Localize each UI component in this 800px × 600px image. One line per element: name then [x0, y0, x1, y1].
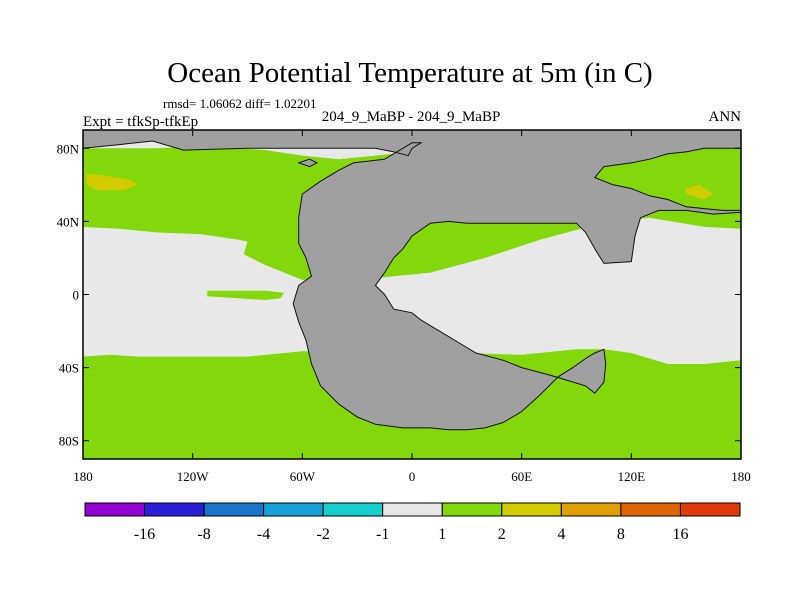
colorbar-swatch	[322, 502, 384, 517]
colorbar-swatch	[560, 502, 622, 517]
chart-title: Ocean Potential Temperature at 5m (in C)	[167, 57, 652, 89]
colorbar-swatch	[441, 502, 503, 517]
colorbar-swatch	[203, 502, 265, 517]
x-tick-label: 60E	[511, 469, 532, 484]
ocean-band-neg1-to-1	[83, 217, 741, 364]
colorbar: -16 -8 -4 -2 -1 1 2 4 8 16	[84, 502, 741, 543]
north-continent-detail-land	[297, 158, 319, 168]
y-tick-label: 80S	[59, 434, 79, 449]
north-pacific-band-2-to-4	[86, 173, 138, 191]
x-tick-label: 180	[73, 469, 93, 484]
colorbar-label: -4	[257, 526, 270, 543]
colorbar-label: -16	[134, 526, 155, 543]
colorbar-label: 1	[438, 526, 446, 543]
colorbar-label: -2	[317, 526, 330, 543]
colorbar-swatch	[620, 502, 681, 517]
colorbar-label: 8	[617, 526, 625, 543]
y-tick-label: 80N	[57, 141, 80, 156]
colorbar-swatch	[680, 502, 741, 517]
x-tick-label: 120E	[618, 469, 646, 484]
y-tick-label: 0	[73, 288, 80, 303]
colorbar-label: 4	[557, 526, 565, 543]
map-area	[83, 130, 741, 459]
colorbar-swatch	[263, 502, 324, 517]
colorbar-label: 16	[673, 526, 689, 543]
colorbar-swatch	[84, 502, 145, 517]
y-tick-label: 40S	[59, 361, 79, 376]
colorbar-swatch	[144, 502, 205, 517]
colorbar-swatch	[382, 502, 443, 517]
season-label: ANN	[709, 109, 742, 125]
stats-label: rmsd= 1.06062 diff= 1.02201	[163, 96, 316, 111]
east-band-2-to-4	[686, 184, 714, 200]
map-frame	[82, 129, 742, 460]
x-tick-label: 0	[409, 469, 416, 484]
north-continent-land	[83, 130, 741, 431]
y-tick-label: 40N	[57, 214, 80, 229]
colorbar-label: -8	[197, 526, 210, 543]
y-axis: 80N 40N 0 40S 80S	[57, 141, 741, 449]
x-tick-label: 60W	[290, 469, 316, 484]
colorbar-label: 2	[498, 526, 506, 543]
x-tick-label: 180	[731, 469, 751, 484]
experiment-label: Expt = tfkSp-tfkEp	[83, 114, 198, 130]
x-tick-label: 120W	[177, 469, 210, 484]
equatorial-band-1-to-2	[207, 290, 285, 300]
colorbar-label: -1	[376, 526, 389, 543]
period-label: 204_9_MaBP - 204_9_MaBP	[322, 109, 501, 125]
colorbar-swatch	[501, 502, 562, 517]
